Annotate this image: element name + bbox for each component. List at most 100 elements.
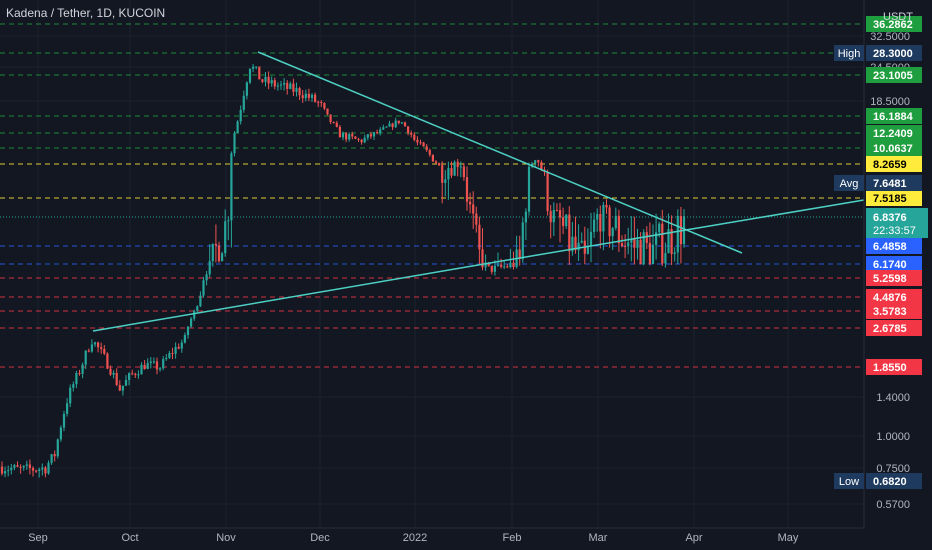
candle-body [196, 306, 199, 311]
candle-body [261, 79, 264, 82]
candle-body [614, 215, 617, 229]
candle-body [317, 101, 320, 103]
candle-body [44, 467, 47, 474]
candle-body [155, 361, 159, 370]
candle-body [605, 204, 608, 208]
candle-body [168, 353, 171, 358]
candle-body [252, 66, 255, 69]
candle-body [651, 244, 655, 265]
candle-body [106, 353, 109, 369]
candle-body [639, 239, 642, 265]
candle-body [298, 88, 301, 96]
candle-body [19, 466, 22, 468]
candle-body [53, 454, 56, 457]
candle-body [410, 132, 413, 135]
candle-body [137, 374, 140, 376]
candle-body [152, 361, 155, 363]
price-level-label: 16.1884 [873, 111, 914, 123]
candle-body [416, 139, 419, 143]
candle-body [4, 471, 7, 474]
price-level-label-bg [866, 125, 922, 141]
candle-body [35, 470, 38, 472]
price-level-label-bg [866, 16, 922, 32]
candle-body [363, 137, 366, 143]
candle-body [366, 134, 369, 138]
candle-body [549, 211, 552, 223]
price-level-label-bg [866, 359, 922, 375]
price-level-label-bg [866, 270, 922, 286]
price-level-label-bg [866, 156, 922, 172]
candle-body [403, 122, 407, 127]
marker-tag-bg [834, 45, 864, 61]
candle-body [0, 466, 4, 474]
candle-body [537, 160, 540, 163]
candle-body [149, 361, 152, 363]
candle-body [165, 357, 168, 360]
candle-body [211, 243, 214, 262]
candle-body [72, 384, 75, 388]
candle-body [97, 342, 100, 348]
marker-value: 0.6820 [873, 476, 907, 488]
candle-body [128, 373, 131, 380]
horizontal-levels [0, 23, 864, 368]
candle-body [7, 470, 10, 472]
candle-body [636, 239, 639, 248]
candle-body [171, 353, 174, 355]
candle-body [620, 243, 624, 246]
candle-body [397, 120, 400, 124]
candle-body [360, 139, 363, 143]
candle-body [509, 262, 512, 268]
ascending-trendline-lower [92, 263, 485, 332]
candle-body [475, 213, 478, 225]
candle-body [521, 222, 524, 260]
price-level-label-bg [866, 108, 922, 124]
price-level-label: 36.2862 [873, 19, 913, 31]
time-axis-tick-label: Sep [28, 532, 48, 544]
price-level-label: 6.1740 [873, 259, 907, 271]
candle-body [469, 201, 472, 205]
marker-value-bg [866, 473, 922, 489]
candle-body [258, 66, 261, 80]
candle-body [283, 82, 286, 85]
marker-tag-bg [834, 175, 864, 191]
candle-body [286, 82, 289, 89]
candle-body [109, 368, 112, 375]
price-level-label: 10.0637 [873, 143, 913, 155]
candle-body [292, 83, 295, 92]
candle-body [627, 242, 630, 247]
price-level-label: 8.2659 [873, 159, 907, 171]
candle-body [357, 138, 360, 140]
candle-body [103, 348, 106, 354]
candle-body [546, 172, 549, 212]
candle-body [239, 109, 242, 122]
candle-body [493, 265, 496, 272]
current-price-label-bg [866, 208, 928, 238]
candle-body [676, 215, 679, 253]
candle-body [159, 368, 162, 370]
candle-body [273, 80, 276, 87]
candle-body [617, 215, 620, 244]
ascending-trendline-upper [483, 199, 865, 265]
candle-body [323, 102, 326, 109]
price-level-label: 5.2598 [873, 273, 907, 285]
candle-body [307, 93, 310, 98]
candle-body [199, 295, 202, 307]
candle-body [295, 88, 298, 92]
candle-body [484, 262, 487, 268]
candle-body [25, 464, 28, 466]
candle-body [611, 228, 614, 237]
price-level-label-bg [866, 67, 922, 83]
candle-body [345, 133, 348, 140]
candle-body [351, 134, 354, 137]
candle-body [642, 232, 645, 265]
candle-body [50, 454, 53, 463]
price-level-label: 7.5185 [873, 193, 907, 205]
candle-body [431, 154, 434, 162]
candle-body [338, 126, 341, 138]
candle-body [428, 150, 431, 155]
candle-body [121, 385, 124, 391]
candle-body [208, 261, 211, 275]
high-low-avg-markers: High 28.3000 Low 0.6820 Avg 7.6481 [834, 45, 922, 489]
